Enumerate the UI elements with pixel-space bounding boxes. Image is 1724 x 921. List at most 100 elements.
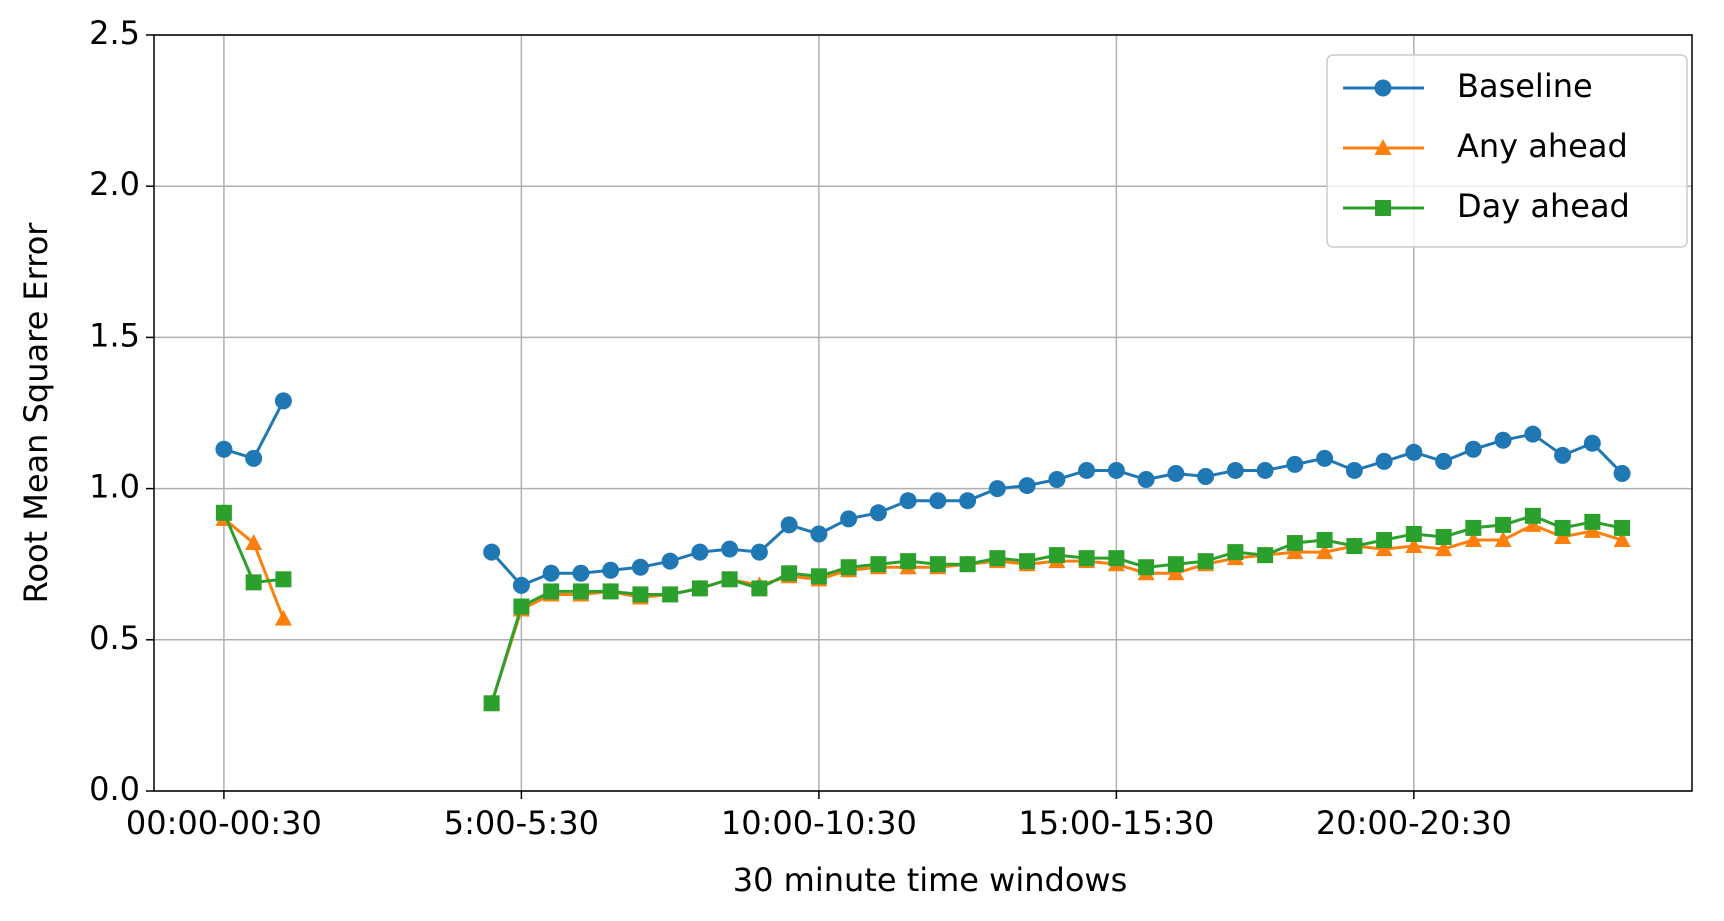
data-point	[275, 571, 292, 588]
data-point	[1316, 543, 1334, 560]
x-tick-label: 00:00-00:30	[126, 804, 322, 842]
y-tick-label: 0.5	[89, 619, 140, 657]
data-point	[1524, 425, 1542, 443]
data-point	[602, 561, 620, 579]
data-point	[810, 568, 827, 585]
data-point	[1584, 513, 1601, 530]
data-point	[542, 564, 560, 582]
data-point	[662, 586, 679, 603]
data-point	[1256, 461, 1274, 479]
data-point	[1137, 471, 1155, 489]
y-tick-label: 0.0	[89, 770, 140, 808]
data-point	[959, 556, 976, 573]
data-point	[780, 516, 798, 534]
data-point	[1346, 538, 1363, 555]
data-point	[1019, 553, 1036, 570]
data-point	[1138, 559, 1155, 576]
y-tick-label: 1.5	[89, 316, 140, 354]
data-point	[1464, 531, 1482, 548]
data-point	[1286, 535, 1303, 552]
data-point	[870, 556, 887, 573]
data-point	[1167, 564, 1185, 581]
data-point	[661, 552, 679, 570]
data-point	[631, 558, 649, 576]
data-point	[572, 564, 590, 582]
data-point	[1286, 455, 1304, 473]
series	[215, 504, 1631, 712]
x-tick-label: 20:00-20:30	[1316, 804, 1512, 842]
data-point	[245, 449, 263, 467]
data-point	[1405, 525, 1422, 542]
data-point	[1316, 532, 1333, 549]
data-point	[632, 586, 649, 603]
data-point	[215, 440, 233, 458]
legend: Baseline Any ahead Day ahead	[1326, 54, 1688, 248]
data-point	[1018, 477, 1036, 495]
data-point	[1583, 521, 1601, 538]
data-point	[483, 695, 500, 712]
data-point	[1226, 461, 1244, 479]
data-point	[721, 540, 739, 558]
data-point	[572, 583, 589, 600]
data-point	[1495, 516, 1512, 533]
data-point	[989, 550, 1006, 567]
legend-marker	[1374, 139, 1392, 155]
y-tick-label: 2.0	[89, 165, 140, 203]
data-point	[245, 534, 263, 551]
data-point	[721, 571, 738, 588]
data-point	[274, 392, 292, 410]
data-point	[959, 492, 977, 510]
x-tick-label: 5:00-5:30	[444, 804, 599, 842]
data-point	[245, 574, 262, 591]
data-point	[274, 609, 292, 626]
data-point	[512, 576, 530, 594]
data-point	[781, 565, 798, 582]
data-point	[929, 492, 947, 510]
data-point	[1494, 531, 1512, 548]
data-point	[1048, 547, 1065, 564]
series-line	[223, 400, 285, 461]
data-point	[1197, 553, 1214, 570]
data-point	[543, 583, 560, 600]
data-point	[1465, 519, 1482, 536]
data-point	[929, 556, 946, 573]
data-point	[602, 583, 619, 600]
data-point	[840, 510, 858, 528]
data-point	[1167, 556, 1184, 573]
legend-label: Baseline	[1457, 67, 1593, 105]
data-point	[1286, 543, 1304, 560]
data-point	[1435, 540, 1453, 557]
data-point	[900, 553, 917, 570]
data-point	[1167, 464, 1185, 482]
data-point	[750, 543, 768, 561]
data-point	[1494, 431, 1512, 449]
x-tick-label: 15:00-15:30	[1018, 804, 1214, 842]
data-point	[1227, 544, 1244, 561]
legend-label: Day ahead	[1457, 187, 1630, 225]
data-point	[1375, 452, 1393, 470]
data-point	[1524, 507, 1541, 524]
series	[215, 392, 1631, 594]
data-point	[1435, 452, 1453, 470]
data-point	[1613, 531, 1631, 548]
data-point	[1078, 461, 1096, 479]
data-point	[513, 598, 530, 615]
x-axis-label: 30 minute time windows	[733, 861, 1127, 899]
data-point	[1464, 440, 1482, 458]
legend-marker	[1374, 79, 1392, 97]
data-point	[1405, 443, 1423, 461]
data-point	[1613, 464, 1631, 482]
data-point	[988, 480, 1006, 498]
data-point	[1316, 449, 1334, 467]
data-point	[1554, 519, 1571, 536]
data-point	[810, 525, 828, 543]
data-point	[751, 580, 768, 597]
series-line	[490, 514, 1623, 704]
data-point	[869, 504, 887, 522]
data-point	[1554, 446, 1572, 464]
data-point	[1375, 540, 1393, 557]
x-tick-label: 10:00-10:30	[721, 804, 917, 842]
data-point	[1197, 468, 1215, 486]
data-point	[840, 559, 857, 576]
data-point	[1583, 434, 1601, 452]
